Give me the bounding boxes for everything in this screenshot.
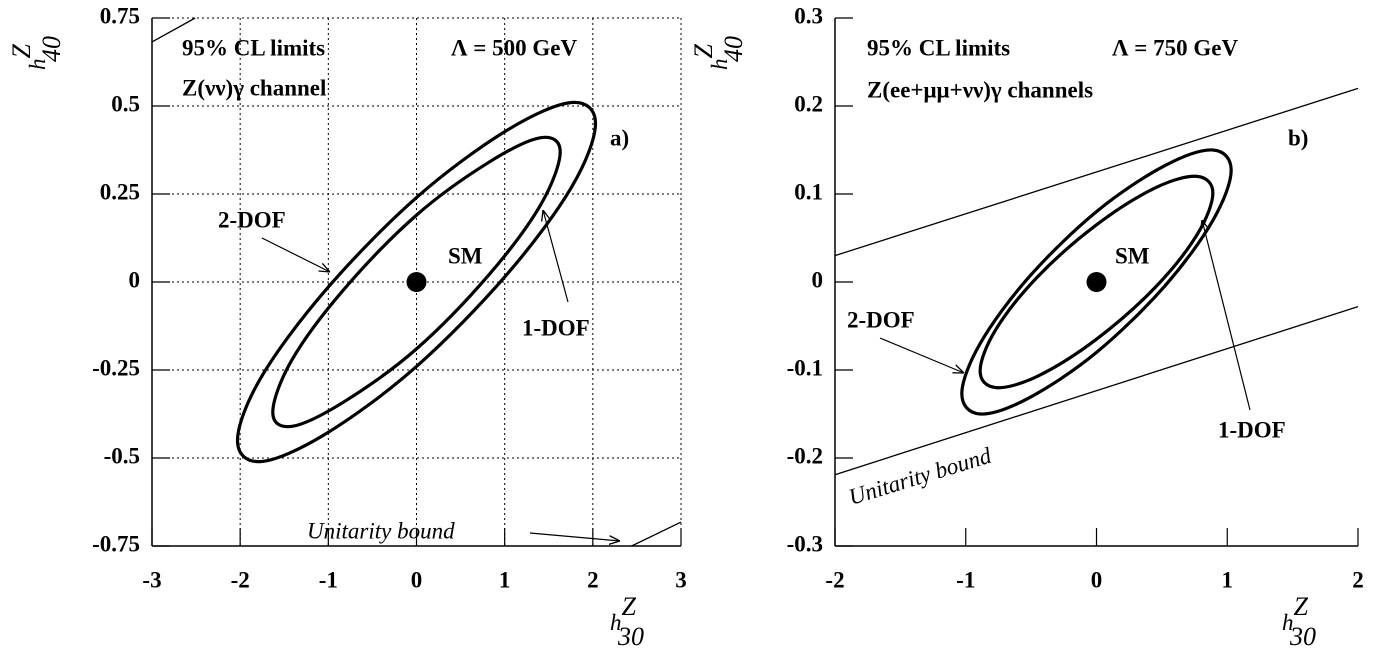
axis-label-sup: Z [7, 44, 36, 59]
series-label: 2-DOF [218, 207, 286, 232]
annotation: Λ = 500 GeV [451, 35, 577, 60]
x-tick-label: 1 [499, 567, 511, 592]
y-tick-label: 0.3 [794, 3, 823, 28]
y-label: hZ40 [689, 36, 748, 70]
y-label: hZ40 [7, 36, 66, 70]
x-tick-label: -2 [825, 567, 844, 592]
arrow [1202, 220, 1251, 411]
y-tick-label: 0.2 [794, 91, 823, 116]
point-label: SM [1115, 243, 1150, 268]
y-tick-label: 0.5 [111, 91, 140, 116]
x-tick-label: 0 [1091, 567, 1103, 592]
x-tick-label: 2 [1352, 567, 1364, 592]
axis-label-sup: Z [689, 44, 718, 59]
arrow [529, 532, 620, 541]
x-tick-label: 3 [675, 567, 687, 592]
y-tick-label: 0 [129, 267, 141, 292]
contour [235, 100, 598, 464]
y-tick-label: -0.5 [104, 443, 140, 468]
series-label: Unitarity bound [846, 443, 995, 510]
y-tick-label: -0.3 [787, 531, 823, 556]
x-label: hZ 30 [1282, 592, 1316, 651]
axis-label-sub: 30 [617, 622, 644, 651]
axis-label-base: h [1282, 610, 1294, 635]
annotation: Z(νν)γ channel [182, 75, 326, 100]
axis-label-base: h [707, 59, 732, 71]
panel-label: a) [610, 125, 629, 150]
axis-label-sup: Z [1294, 592, 1309, 621]
contour [960, 148, 1233, 416]
annotation: Λ = 750 GeV [1112, 35, 1238, 60]
axis-label-sup: Z [622, 592, 637, 621]
x-tick-label: 2 [587, 567, 599, 592]
y-tick-label: -0.75 [92, 531, 140, 556]
panel-label: b) [1288, 125, 1308, 150]
series-label: Unitarity bound [307, 518, 455, 543]
axis-label-base: h [25, 59, 50, 71]
contour [271, 135, 562, 429]
y-tick-label: 0.25 [100, 179, 140, 204]
unitarity-bound [151, 17, 682, 547]
x-tick-label: -1 [319, 567, 338, 592]
annotation: Z(ee+μμ+νν)γ channels [867, 77, 1093, 102]
y-tick-label: -0.2 [787, 443, 823, 468]
x-tick-label: 1 [1222, 567, 1234, 592]
y-tick-label: 0.75 [100, 3, 140, 28]
axis-label-sub: 40 [37, 36, 66, 62]
y-tick-label: 0 [812, 267, 824, 292]
axis-label-sub: 30 [1289, 622, 1316, 651]
x-tick-label: -1 [956, 567, 975, 592]
sm-point [1086, 272, 1107, 292]
unitarity-bound [834, 87, 1359, 476]
y-tick-label: -0.1 [787, 355, 823, 380]
x-tick-label: 0 [411, 567, 423, 592]
y-tick-label: 0.1 [794, 179, 823, 204]
annotation: 95% CL limits [182, 35, 325, 60]
axis-label-sub: 40 [719, 36, 748, 62]
arrow [879, 337, 964, 373]
series-label: 1-DOF [1218, 417, 1286, 442]
series-label: 1-DOF [522, 315, 590, 340]
contour [978, 174, 1215, 390]
series-label: 2-DOF [847, 307, 915, 332]
y-tick-label: -0.25 [92, 355, 140, 380]
x-tick-label: -2 [231, 567, 250, 592]
sm-point [406, 272, 427, 292]
arrow [261, 237, 330, 272]
axis-label-base: h [610, 610, 622, 635]
x-tick-label: -3 [142, 567, 161, 592]
annotation: 95% CL limits [867, 35, 1010, 60]
arrow [543, 210, 569, 303]
x-label: hZ 30 [610, 592, 644, 651]
point-label: SM [448, 243, 483, 268]
